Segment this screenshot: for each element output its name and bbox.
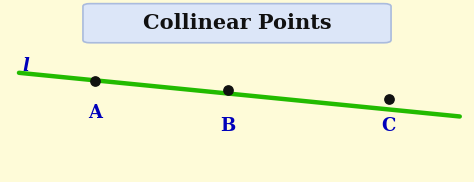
- Text: B: B: [220, 117, 235, 134]
- Point: [224, 88, 231, 91]
- Text: A: A: [88, 104, 102, 122]
- Text: C: C: [382, 117, 396, 134]
- Point: [91, 80, 99, 82]
- Text: l: l: [23, 58, 29, 75]
- Text: Collinear Points: Collinear Points: [143, 13, 331, 33]
- FancyBboxPatch shape: [83, 4, 391, 43]
- Point: [385, 98, 392, 101]
